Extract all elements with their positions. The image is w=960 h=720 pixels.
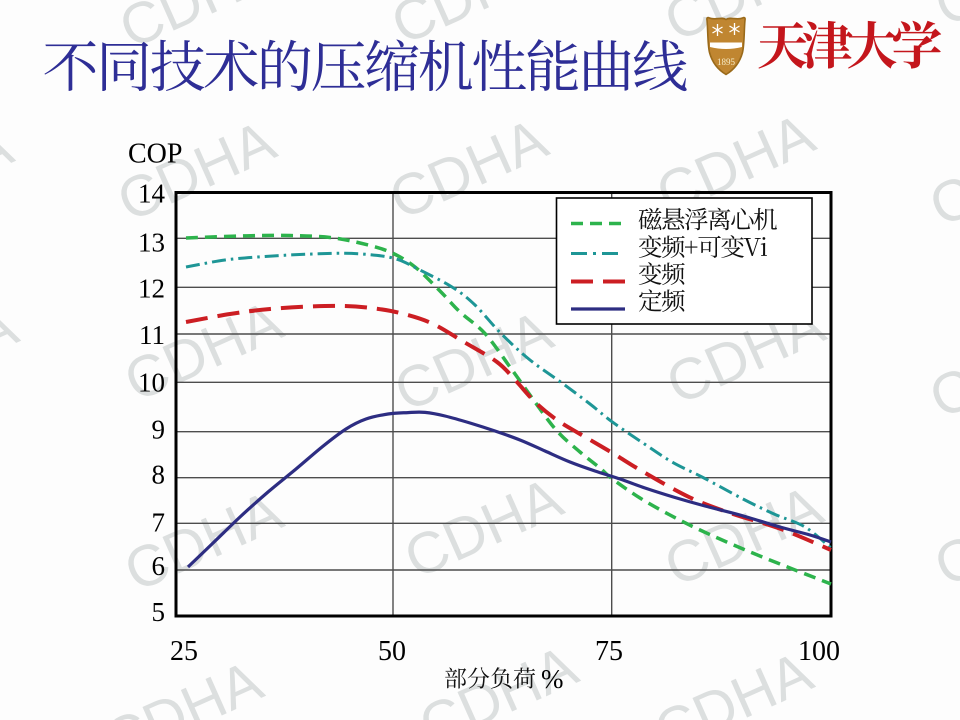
svg-text:CDHA: CDHA (920, 113, 960, 239)
svg-text:14: 14 (138, 179, 166, 209)
svg-text:11: 11 (139, 320, 165, 350)
svg-text:50: 50 (378, 636, 406, 667)
svg-text:100: 100 (798, 636, 840, 667)
svg-text:13: 13 (138, 227, 165, 257)
svg-text:75: 75 (595, 636, 623, 667)
svg-text:1895: 1895 (717, 57, 736, 67)
svg-text:25: 25 (170, 636, 198, 667)
svg-text:CDHA: CDHA (920, 663, 960, 720)
svg-text:CDHA: CDHA (108, 108, 285, 234)
svg-text:CDHA: CDHA (115, 478, 292, 604)
svg-text:CDHA: CDHA (925, 473, 960, 599)
svg-text:CDHA: CDHA (395, 465, 572, 591)
svg-text:6: 6 (152, 551, 166, 581)
svg-text:CDHA: CDHA (645, 639, 822, 720)
svg-text:COP: COP (128, 139, 182, 170)
svg-text:%: % (541, 664, 564, 694)
svg-text:CDHA: CDHA (0, 293, 27, 419)
svg-text:CDHA: CDHA (380, 106, 557, 232)
svg-text:5: 5 (152, 597, 166, 627)
svg-text:CDHA: CDHA (920, 305, 960, 431)
svg-text:12: 12 (138, 273, 165, 303)
svg-text:8: 8 (152, 460, 166, 490)
svg-text:CDHA: CDHA (925, 0, 960, 39)
svg-text:10: 10 (138, 367, 165, 397)
svg-text:CDHA: CDHA (0, 113, 22, 239)
svg-text:9: 9 (152, 415, 166, 445)
svg-text:7: 7 (152, 507, 166, 537)
